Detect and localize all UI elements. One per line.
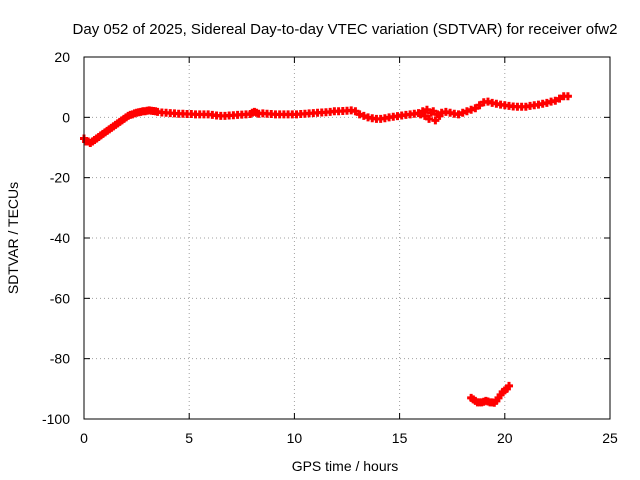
y-tick-label: -20 xyxy=(50,170,70,186)
data-point xyxy=(431,116,440,125)
y-tick-label: -80 xyxy=(50,351,70,367)
data-point xyxy=(462,107,471,116)
data-point xyxy=(505,381,514,390)
data-points xyxy=(80,92,572,407)
data-point xyxy=(563,92,572,101)
data-point xyxy=(429,107,438,116)
series-0 xyxy=(80,92,572,147)
y-tick-label: 0 xyxy=(62,109,70,125)
y-tick-label: -100 xyxy=(42,411,70,427)
x-tick-label: 15 xyxy=(392,430,408,446)
x-axis-label: GPS time / hours xyxy=(292,458,399,474)
data-point xyxy=(425,114,434,123)
data-point xyxy=(467,105,476,114)
x-tick-label: 20 xyxy=(497,430,513,446)
data-point xyxy=(471,104,480,113)
series-1 xyxy=(467,381,514,407)
x-tick-label: 0 xyxy=(80,430,88,446)
data-point xyxy=(355,110,364,119)
y-tick-label: -40 xyxy=(50,230,70,246)
data-point xyxy=(420,111,429,120)
chart-title: Day 052 of 2025, Sidereal Day-to-day VTE… xyxy=(73,21,618,38)
data-point xyxy=(475,101,484,110)
y-tick-label: -60 xyxy=(50,290,70,306)
data-point xyxy=(418,107,427,116)
y-axis-label: SDTVAR / TECUs xyxy=(5,182,21,294)
data-point xyxy=(454,110,463,119)
data-point xyxy=(359,111,368,120)
data-point xyxy=(555,94,564,103)
data-point xyxy=(351,107,360,116)
data-point xyxy=(551,96,560,105)
data-point xyxy=(458,108,467,117)
plot-frame xyxy=(83,56,611,420)
x-tick-label: 5 xyxy=(185,430,193,446)
y-tick-label: 20 xyxy=(54,49,70,65)
x-tick-label: 10 xyxy=(287,430,303,446)
x-tick-label: 25 xyxy=(602,430,618,446)
data-point xyxy=(422,105,431,114)
